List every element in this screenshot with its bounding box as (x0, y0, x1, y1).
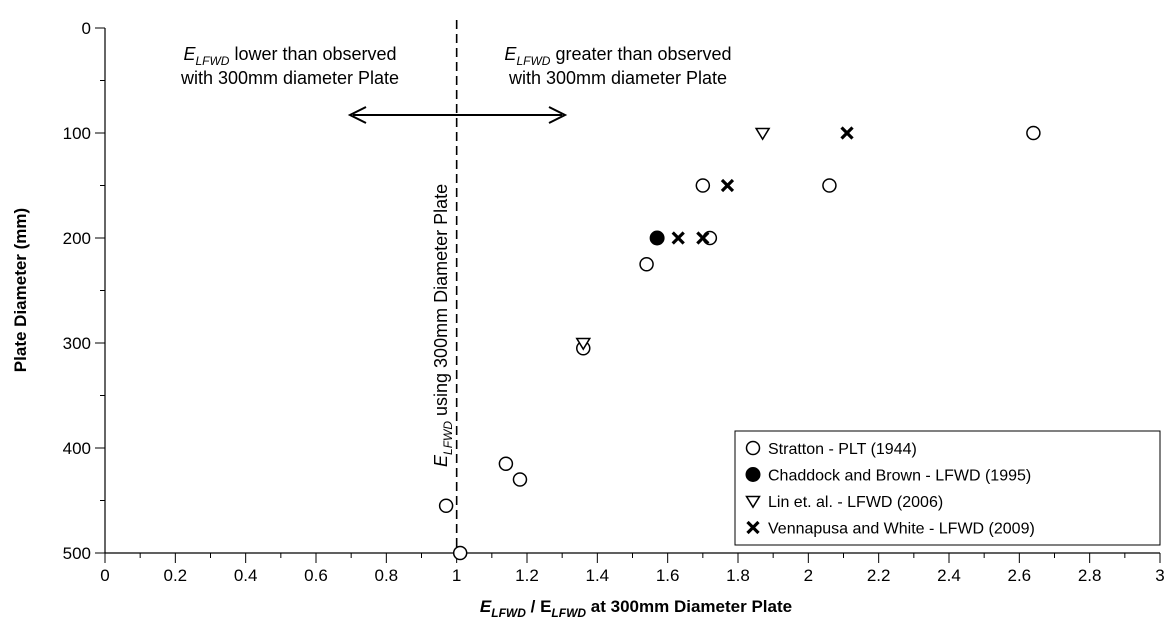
x-tick-label: 2.4 (937, 566, 961, 585)
x-tick-label: 0.2 (164, 566, 188, 585)
annot-vert-e: E (431, 454, 451, 467)
ticks: 0 0.2 0.4 0.6 0.8 1 1.2 1.4 1.6 1.8 2 2.2 2.4 2.6 2.8 3… (63, 19, 1165, 585)
legend-label: Stratton - PLT (1944) (768, 441, 917, 458)
x-tick-label: 1.6 (656, 566, 680, 585)
x-tick-label: 1.8 (726, 566, 750, 585)
x-tick-label: 3 (1155, 566, 1164, 585)
y-tick-label: 200 (63, 229, 91, 248)
annot-right-rest: greater than observed (550, 44, 731, 64)
data-points (438, 125, 1041, 561)
data-point (720, 178, 735, 193)
legend-label: Lin et. al. - LFWD (2006) (768, 494, 943, 511)
data-point (438, 498, 454, 513)
annotation-left-line2: with 300mm diameter Plate (180, 68, 399, 88)
x-tick-label: 0 (100, 566, 109, 585)
legend-box (734, 430, 1161, 546)
xlabel-e1: E (480, 597, 492, 616)
y-tick-label: 400 (63, 439, 91, 458)
arrow-left-head (347, 106, 367, 124)
y-tick-label: 0 (82, 19, 91, 38)
y-tick-label: 100 (63, 124, 91, 143)
x-tick-label: 2 (804, 566, 813, 585)
annot-right-sub: LFWD (516, 54, 550, 68)
annot-vert-rest: using 300mm Diameter Plate (431, 184, 451, 421)
data-point (1026, 125, 1041, 141)
annotation-vertical: ELFWD using 300mm Diameter Plate (431, 184, 455, 467)
data-point (671, 231, 685, 245)
xlabel-sub1: LFWD (491, 606, 526, 620)
x-tick-label: 0.4 (234, 566, 258, 585)
x-tick-label: 0.8 (375, 566, 399, 585)
legend-marker (745, 440, 761, 456)
x-tick-label: 2.6 (1008, 566, 1032, 585)
x-tick-label: 0.6 (304, 566, 328, 585)
arrow-right-head (548, 106, 568, 124)
y-tick-label: 300 (63, 334, 91, 353)
x-tick-label: 1.4 (586, 566, 610, 585)
data-point (822, 178, 837, 193)
annot-right-e: E (504, 44, 517, 64)
annot-vert-sub: LFWD (441, 421, 455, 455)
y-tick-label: 500 (63, 544, 91, 563)
legend-label: Vennapusa and White - LFWD (2009) (768, 521, 1035, 538)
x-tick-label: 2.2 (867, 566, 891, 585)
data-point (452, 545, 468, 561)
data-point (639, 257, 654, 272)
data-point (695, 178, 711, 193)
annotation-right-line2: with 300mm diameter Plate (508, 68, 727, 88)
legend-marker (746, 520, 760, 535)
data-point (754, 127, 771, 141)
annotation-right-line1: ELFWD greater than observed (504, 44, 731, 68)
x-tick-label: 1.2 (515, 566, 539, 585)
xlabel-sub2: LFWD (551, 606, 586, 620)
legend-marker (745, 495, 761, 509)
data-point (840, 126, 854, 140)
data-point (649, 230, 665, 246)
data-point (575, 337, 592, 351)
data-point (696, 231, 710, 245)
data-point (498, 456, 514, 471)
legend-label: Chaddock and Brown - LFWD (1995) (768, 468, 1031, 485)
legend: Stratton - PLT (1944) Chaddock and Brown … (734, 430, 1161, 546)
double-arrow (347, 106, 568, 124)
data-point (512, 472, 528, 487)
annot-left-e: E (183, 44, 196, 64)
annot-left-rest: lower than observed (229, 44, 396, 64)
x-tick-label: 2.8 (1078, 566, 1102, 585)
x-axis-title: ELFWD / ELFWD at 300mm Diameter Plate (480, 597, 792, 620)
y-axis-title: Plate Diameter (mm) (11, 208, 30, 372)
annotation-left-line1: ELFWD lower than observed (183, 44, 396, 68)
xlabel-tail: at 300mm Diameter Plate (586, 597, 792, 616)
legend-marker (745, 467, 761, 482)
x-tick-label: 1 (452, 566, 461, 585)
annot-left-sub: LFWD (195, 54, 229, 68)
xlabel-mid: / E (526, 597, 552, 616)
